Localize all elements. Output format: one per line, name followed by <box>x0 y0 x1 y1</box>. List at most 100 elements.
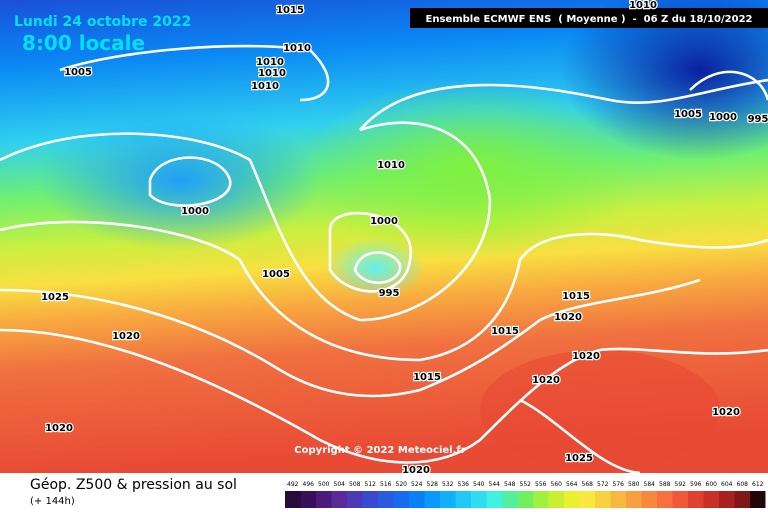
model-run: Ensemble ECMWF ENS ( Moyenne ) - 06 Z du… <box>426 14 753 25</box>
legend-swatch <box>471 491 487 508</box>
legend-label: 556 <box>535 481 547 488</box>
legend-label: 544 <box>489 481 501 488</box>
legend-label: 580 <box>628 481 640 488</box>
isobar-label: 1010 <box>629 0 657 11</box>
legend-swatch <box>393 491 409 508</box>
legend-label: 568 <box>582 481 594 488</box>
legend-swatch <box>378 491 394 508</box>
field <box>480 350 720 470</box>
legend-swatch <box>440 491 456 508</box>
legend-label: 536 <box>458 481 470 488</box>
legend-swatch <box>455 491 471 508</box>
legend-swatch <box>579 491 595 508</box>
header-banner <box>410 8 768 28</box>
footer-lead: (+ 144h) <box>30 496 75 507</box>
isobar-label: 1010 <box>258 68 286 79</box>
legend-swatch <box>517 491 533 508</box>
date: Lundi 24 octobre 2022 <box>14 14 191 30</box>
legend-label: 576 <box>613 481 625 488</box>
legend-label: 496 <box>303 481 315 488</box>
legend-swatch <box>672 491 688 508</box>
isobar-label: 1020 <box>402 465 430 476</box>
legend-label: 552 <box>520 481 532 488</box>
legend-swatch <box>424 491 440 508</box>
legend-swatch <box>285 491 301 508</box>
legend-label: 612 <box>752 481 764 488</box>
footer-title: Géop. Z500 & pression au sol <box>30 477 237 493</box>
legend-label: 520 <box>396 481 408 488</box>
copyright: Copyright © 2022 Meteociel.fr <box>294 445 465 456</box>
isobar-label: 1015 <box>276 5 304 16</box>
legend-label: 592 <box>675 481 687 488</box>
legend-label: 548 <box>504 481 516 488</box>
isobar-label: 995 <box>379 288 400 299</box>
isobar-label: 1005 <box>674 109 702 120</box>
legend-swatch <box>641 491 657 508</box>
time: 8:00 locale <box>22 31 145 55</box>
isobar-label: 1015 <box>562 291 590 302</box>
isobar-label: 1005 <box>64 67 92 78</box>
legend-swatch <box>719 491 735 508</box>
legend-swatch <box>409 491 425 508</box>
legend-label: 532 <box>442 481 454 488</box>
legend-label: 508 <box>349 481 361 488</box>
legend-swatch <box>362 491 378 508</box>
isobar-label: 1015 <box>491 326 519 337</box>
legend-label: 588 <box>659 481 671 488</box>
legend-label: 524 <box>411 481 423 488</box>
legend-label: 584 <box>644 481 656 488</box>
isobar-label: 995 <box>748 114 768 125</box>
isobar-label: 1020 <box>45 423 73 434</box>
legend-label: 504 <box>334 481 346 488</box>
isobar-label: 1010 <box>283 43 311 54</box>
legend-swatch <box>750 491 766 508</box>
field <box>325 238 425 298</box>
isobar-label: 1020 <box>572 351 600 362</box>
legend-swatch <box>688 491 704 508</box>
legend-label: 512 <box>365 481 377 488</box>
legend-swatch <box>703 491 719 508</box>
isobar-label: 1020 <box>532 375 560 386</box>
isobar-label: 1010 <box>251 81 279 92</box>
legend-swatch <box>610 491 626 508</box>
legend-swatch <box>300 491 316 508</box>
isobar-label: 1025 <box>565 453 593 464</box>
legend-label: 608 <box>737 481 749 488</box>
field <box>40 110 320 250</box>
field <box>560 0 768 160</box>
isobar-label: 1000 <box>181 206 209 217</box>
legend-swatch <box>486 491 502 508</box>
isobar-label: 1025 <box>41 292 69 303</box>
legend-label: 604 <box>721 481 733 488</box>
legend-label: 596 <box>690 481 702 488</box>
legend-swatch <box>347 491 363 508</box>
legend-swatch <box>533 491 549 508</box>
isobar-label: 1010 <box>377 160 405 171</box>
isobar-label: 1020 <box>712 407 740 418</box>
legend-label: 572 <box>597 481 609 488</box>
isobar-label: 1020 <box>112 331 140 342</box>
legend-swatch <box>564 491 580 508</box>
legend-label: 600 <box>706 481 718 488</box>
isobar-label: 1020 <box>554 312 582 323</box>
legend-swatch <box>595 491 611 508</box>
legend-swatch <box>316 491 332 508</box>
isobar-label: 1000 <box>709 112 737 123</box>
isobars <box>0 44 768 475</box>
isobar-label: 1000 <box>370 216 398 227</box>
legend-label: 500 <box>318 481 330 488</box>
legend-swatch <box>548 491 564 508</box>
legend-swatch <box>657 491 673 508</box>
isobar-label: 1005 <box>262 269 290 280</box>
legend-swatch <box>502 491 518 508</box>
legend-swatch <box>626 491 642 508</box>
legend-label: 564 <box>566 481 578 488</box>
isobar-label: 1010 <box>256 57 284 68</box>
isobar-label: 1015 <box>413 372 441 383</box>
legend-label: 560 <box>551 481 563 488</box>
legend-swatch <box>734 491 750 508</box>
legend-label: 528 <box>427 481 439 488</box>
legend-label: 540 <box>473 481 485 488</box>
legend-swatch <box>331 491 347 508</box>
